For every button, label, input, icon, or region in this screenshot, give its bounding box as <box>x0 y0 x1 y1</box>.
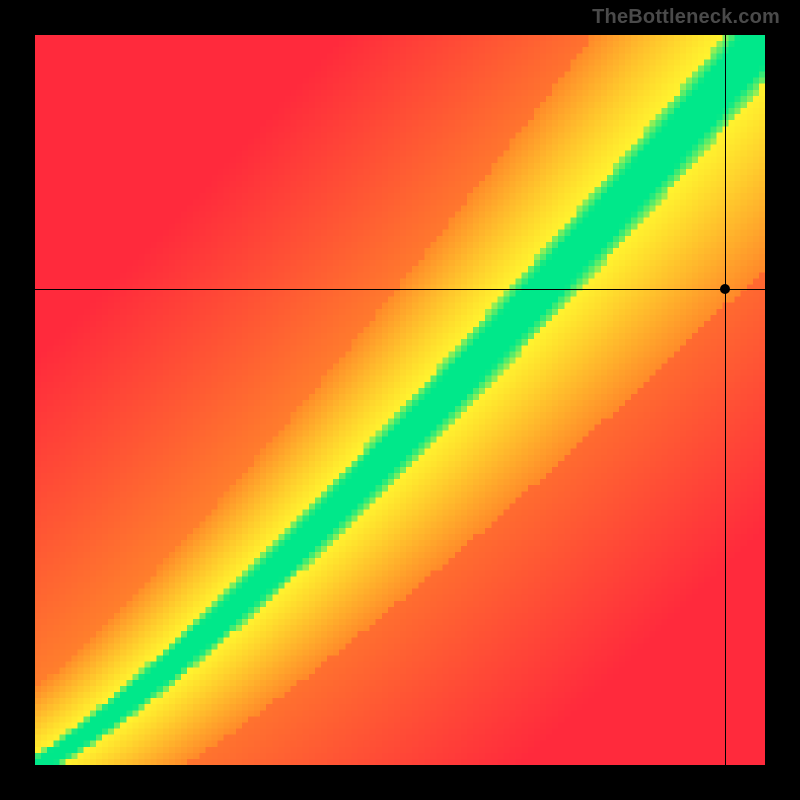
watermark-text: TheBottleneck.com <box>592 6 780 29</box>
crosshair-marker <box>720 284 730 294</box>
crosshair-horizontal <box>35 289 765 290</box>
heatmap-plot <box>35 35 765 765</box>
chart-container: TheBottleneck.com <box>0 0 800 800</box>
heatmap-canvas <box>35 35 765 765</box>
crosshair-vertical <box>725 35 726 765</box>
